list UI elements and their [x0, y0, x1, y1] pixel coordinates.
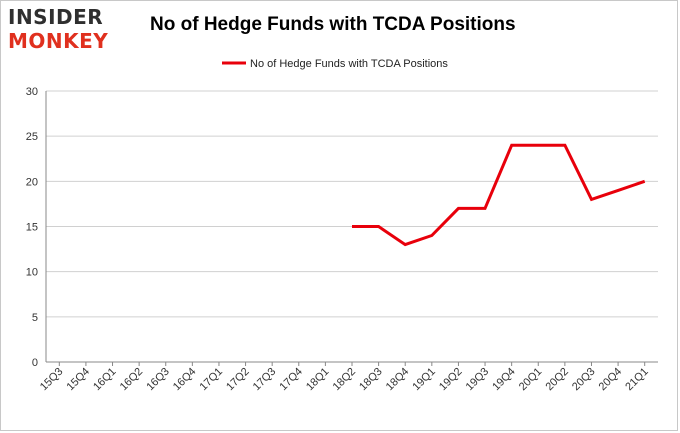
- x-tick-label: 17Q2: [224, 366, 252, 394]
- x-tick-label: 16Q2: [118, 366, 146, 394]
- x-tick-label: 18Q2: [331, 366, 359, 394]
- x-tick-label: 17Q4: [277, 366, 305, 394]
- x-tick-label: 15Q3: [38, 366, 66, 394]
- series-line: [352, 143, 646, 247]
- legend-label: No of Hedge Funds with TCDA Positions: [250, 58, 448, 70]
- x-tick-label: 16Q1: [91, 366, 119, 394]
- x-tick-label: 19Q2: [437, 366, 465, 394]
- y-tick-label: 30: [26, 86, 38, 98]
- x-tick-label: 15Q4: [65, 366, 93, 394]
- x-tick-label: 19Q1: [410, 366, 438, 394]
- x-tick-label: 19Q3: [464, 366, 492, 394]
- x-tick-label: 20Q4: [597, 366, 625, 394]
- x-tick-label: 18Q4: [384, 366, 412, 394]
- x-tick-label: 19Q4: [490, 366, 518, 394]
- y-tick-label: 25: [26, 131, 38, 143]
- y-tick-label: 15: [26, 222, 38, 234]
- y-tick-label: 5: [32, 312, 38, 324]
- x-tick-label: 20Q2: [543, 366, 571, 394]
- logo-text-monkey: MONKEY: [8, 29, 109, 53]
- x-tick-label: 18Q1: [304, 366, 332, 394]
- x-tick-label: 20Q1: [517, 366, 545, 394]
- logo-text-insider: INSIDER: [8, 5, 104, 29]
- y-tick-label: 10: [26, 267, 38, 279]
- x-tick-label: 16Q4: [171, 366, 199, 394]
- chart-title: No of Hedge Funds with TCDA Positions: [150, 14, 516, 35]
- x-tick-label: 16Q3: [144, 366, 172, 394]
- x-tick-label: 17Q1: [198, 366, 226, 394]
- x-tick-label: 18Q3: [357, 366, 385, 394]
- x-tick-label: 20Q3: [570, 366, 598, 394]
- y-tick-label: 0: [32, 357, 38, 369]
- y-tick-label: 20: [26, 176, 38, 188]
- x-tick-label: 17Q3: [251, 366, 279, 394]
- insider-monkey-logo: INSIDER MONKEY: [8, 6, 130, 58]
- x-tick-label: 21Q1: [623, 366, 651, 394]
